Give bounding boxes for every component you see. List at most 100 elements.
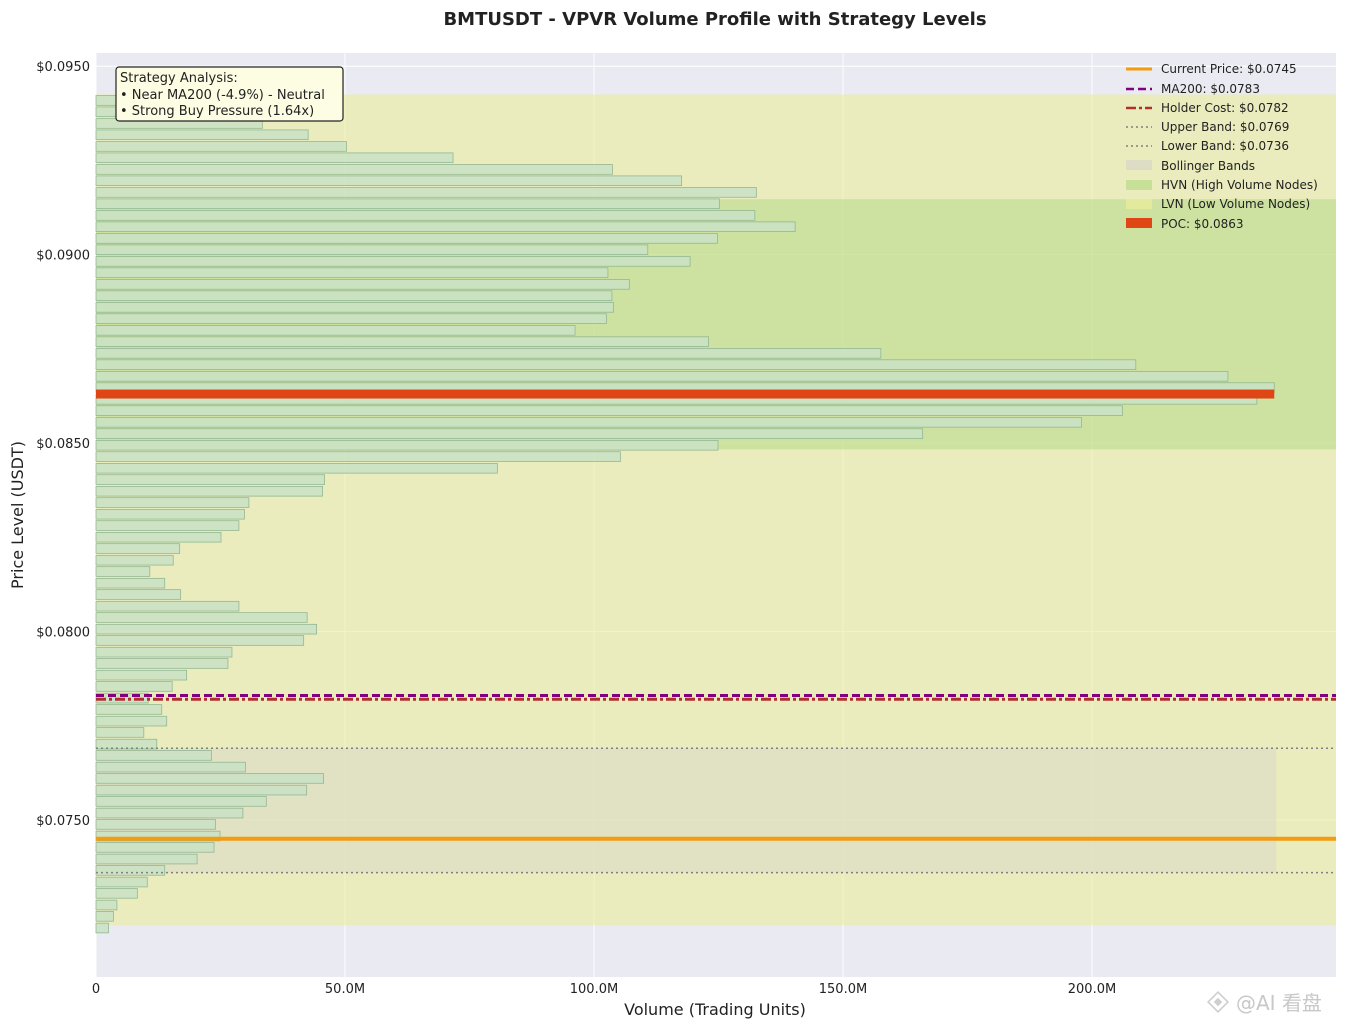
x-tick-label: 150.0M bbox=[819, 982, 867, 997]
volume-bar bbox=[95, 164, 613, 175]
volume-bar bbox=[95, 210, 756, 221]
volume-bar bbox=[95, 819, 216, 830]
volume-bar bbox=[95, 325, 576, 336]
legend-label-lower-band: Lower Band: $0.0736 bbox=[1161, 139, 1289, 153]
volume-bar bbox=[95, 267, 609, 278]
volume-bar bbox=[95, 244, 649, 255]
volume-bar bbox=[95, 899, 118, 911]
volume-bar bbox=[95, 646, 233, 658]
volume-bar bbox=[95, 302, 614, 313]
volume-bar bbox=[95, 612, 308, 623]
volume-bar bbox=[95, 175, 683, 187]
volume-bar bbox=[95, 440, 719, 451]
legend-swatch-lvn bbox=[1126, 199, 1152, 209]
y-tick-label: $0.0850 bbox=[36, 437, 90, 452]
legend-label-holder-cost: Holder Cost: $0.0782 bbox=[1161, 101, 1289, 115]
legend: Current Price: $0.0745 MA200: $0.0783 Ho… bbox=[1126, 62, 1318, 231]
legend-label-hvn: HVN (High Volume Nodes) bbox=[1161, 178, 1318, 192]
volume-bar bbox=[95, 405, 1123, 416]
volume-bar bbox=[95, 807, 244, 819]
chart-title: BMTUSDT - VPVR Volume Profile with Strat… bbox=[443, 9, 986, 30]
volume-bar bbox=[95, 796, 267, 807]
volume-bar bbox=[95, 577, 166, 589]
volume-bar bbox=[95, 141, 347, 152]
annotation-box bbox=[115, 66, 344, 122]
volume-bar bbox=[95, 348, 882, 359]
strategy-levels bbox=[96, 694, 1336, 874]
volume-bar bbox=[95, 589, 182, 600]
volume-bar bbox=[95, 152, 454, 164]
legend-label-ma200: MA200: $0.0783 bbox=[1161, 82, 1260, 96]
volume-bar bbox=[95, 635, 305, 646]
volume-bar bbox=[95, 658, 229, 669]
volume-bar bbox=[95, 451, 621, 462]
volume-bar bbox=[95, 359, 1137, 370]
x-axis-label: Volume (Trading Units) bbox=[624, 1000, 806, 1019]
zone-bollinger-bands bbox=[96, 748, 1277, 873]
volume-bar bbox=[95, 784, 308, 796]
volume-bar bbox=[95, 669, 188, 681]
volume-bar bbox=[95, 750, 212, 761]
x-tick-label: 50.0M bbox=[325, 982, 365, 997]
legend-label-current-price: Current Price: $0.0745 bbox=[1161, 62, 1297, 76]
y-tick-label: $0.0900 bbox=[36, 249, 90, 264]
legend-swatch-bollinger-bands bbox=[1126, 160, 1152, 170]
volume-bar bbox=[95, 727, 145, 738]
strategy-annotation: Strategy Analysis: • Near MA200 (-4.9%) … bbox=[115, 66, 344, 122]
volume-bar bbox=[95, 566, 151, 577]
volume-bar bbox=[95, 681, 173, 692]
volume-bar bbox=[95, 497, 250, 508]
legend-label-bollinger-bands: Bollinger Bands bbox=[1161, 159, 1255, 173]
volume-bar bbox=[95, 256, 691, 267]
x-tick-label: 100.0M bbox=[570, 982, 618, 997]
y-axis-label: Price Level (USDT) bbox=[8, 441, 27, 589]
volume-bar bbox=[95, 623, 318, 635]
y-tick-label: $0.0750 bbox=[36, 814, 90, 829]
watermark-text: @AI 看盘 bbox=[1236, 991, 1322, 1015]
annotation-line: • Strong Buy Pressure (1.64x) bbox=[120, 104, 314, 119]
legend-swatch-hvn bbox=[1126, 180, 1152, 190]
volume-bar bbox=[95, 187, 757, 198]
volume-bar bbox=[95, 233, 718, 244]
volume-bar bbox=[95, 853, 198, 865]
legend-label-lvn: LVN (Low Volume Nodes) bbox=[1161, 197, 1310, 211]
legend-swatch-poc bbox=[1126, 218, 1152, 228]
volume-bar bbox=[95, 704, 163, 715]
annotation-line: Strategy Analysis: bbox=[120, 71, 238, 86]
volume-bar bbox=[95, 474, 325, 485]
legend-label-poc: POC: $0.0863 bbox=[1161, 217, 1244, 231]
volume-bar bbox=[95, 336, 709, 347]
volume-bar bbox=[95, 911, 114, 922]
volume-bar bbox=[95, 715, 168, 727]
volume-bar bbox=[95, 290, 613, 301]
volume-bar bbox=[95, 842, 215, 853]
poc-bar bbox=[96, 389, 1275, 399]
volume-bar bbox=[95, 554, 174, 566]
volume-bar bbox=[95, 520, 240, 531]
x-tick-label: 200.0M bbox=[1068, 982, 1116, 997]
annotation-line: • Near MA200 (-4.9%) - Neutral bbox=[120, 88, 325, 103]
volume-bar bbox=[95, 371, 1229, 382]
volume-bar bbox=[95, 417, 1082, 428]
volume-bar bbox=[95, 279, 630, 290]
volume-bar bbox=[95, 129, 309, 141]
axis-ticks: 0 50.0M 100.0M 150.0M 200.0M $0.0750 $0.0800 $0… bbox=[36, 60, 1116, 997]
volume-bar bbox=[95, 221, 796, 232]
volume-bar bbox=[95, 463, 498, 474]
volume-bar bbox=[95, 888, 138, 899]
volume-bar bbox=[95, 198, 720, 209]
volume-bar bbox=[95, 922, 109, 934]
volume-bar bbox=[95, 830, 221, 842]
volume-bar bbox=[95, 313, 607, 324]
volume-bar bbox=[95, 485, 323, 497]
volume-bar bbox=[95, 531, 222, 543]
volume-bar bbox=[95, 428, 924, 439]
y-tick-label: $0.0950 bbox=[36, 60, 90, 75]
volume-bar bbox=[95, 761, 246, 773]
volume-bar bbox=[95, 508, 245, 520]
volume-bar bbox=[95, 543, 181, 554]
x-tick-label: 0 bbox=[92, 982, 100, 997]
volume-bar bbox=[95, 773, 324, 784]
volume-bar bbox=[95, 600, 240, 612]
